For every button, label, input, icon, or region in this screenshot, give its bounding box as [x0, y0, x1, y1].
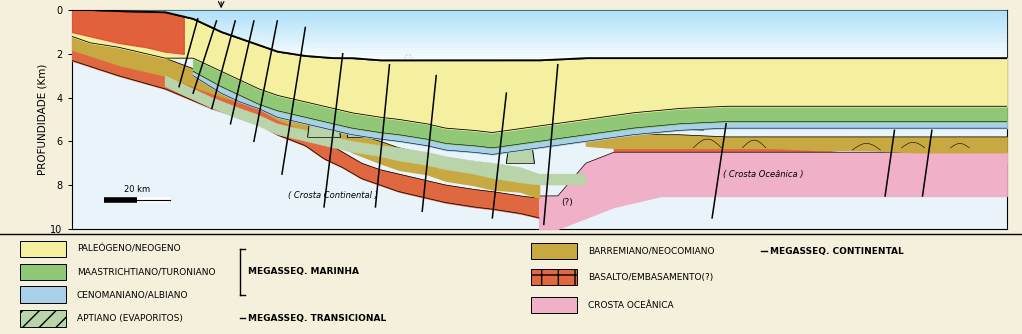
Bar [20, 286, 66, 303]
Bar [531, 297, 577, 313]
Text: BARREMIANO/NEOCOMIANO: BARREMIANO/NEOCOMIANO [588, 247, 714, 256]
Y-axis label: PROFUNDIDADE (Km): PROFUNDIDADE (Km) [38, 64, 47, 175]
Text: MEGASSEQ. CONTINENTAL: MEGASSEQ. CONTINENTAL [770, 247, 903, 256]
Bar [531, 269, 577, 285]
Text: ( Crosta Oceânica ): ( Crosta Oceânica ) [724, 170, 803, 179]
Text: APTIANO (EVAPORITOS): APTIANO (EVAPORITOS) [77, 314, 183, 323]
Bar [531, 243, 577, 260]
Text: MAASTRICHTIANO/TURONIANO: MAASTRICHTIANO/TURONIANO [77, 268, 216, 276]
Text: MEGASSEQ. MARINHA: MEGASSEQ. MARINHA [248, 268, 360, 276]
Text: (?): (?) [561, 198, 573, 207]
Text: BASALTO/EMBASAMENTO(?): BASALTO/EMBASAMENTO(?) [588, 273, 713, 282]
Text: 20 km: 20 km [124, 185, 150, 194]
Bar [20, 310, 66, 327]
Bar [20, 241, 66, 258]
Text: MEGASSEQ. TRANSICIONAL: MEGASSEQ. TRANSICIONAL [248, 314, 386, 323]
Text: PALEÓGENO/NEOGENO: PALEÓGENO/NEOGENO [77, 244, 180, 254]
Text: CROSTA OCEÂNICA: CROSTA OCEÂNICA [588, 301, 673, 310]
Bar [20, 264, 66, 280]
Text: ( Crosta Continental ): ( Crosta Continental ) [288, 191, 378, 200]
Text: CENOMANIANO/ALBIANO: CENOMANIANO/ALBIANO [77, 290, 188, 299]
